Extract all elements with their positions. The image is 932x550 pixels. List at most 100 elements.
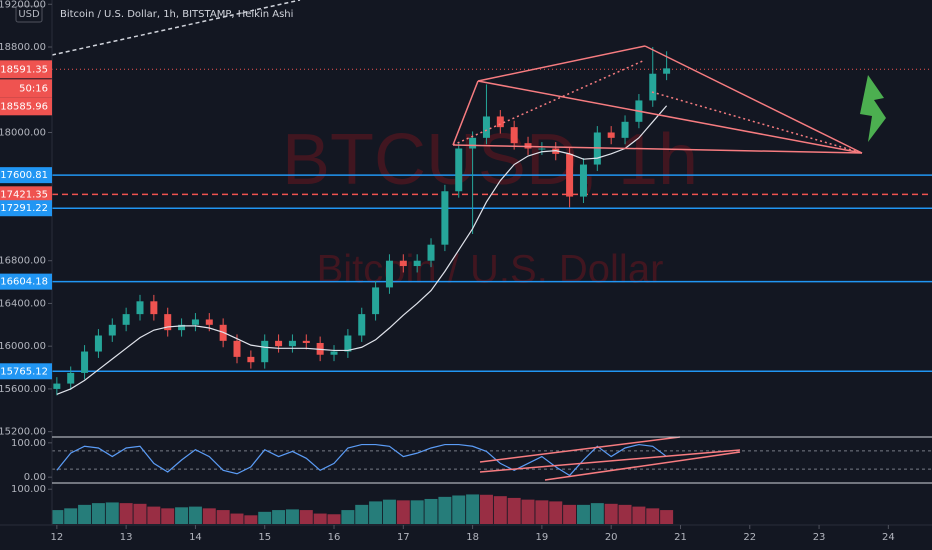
osc-bar <box>272 510 286 524</box>
x-tick-label: 12 <box>50 532 63 543</box>
osc-bar <box>355 504 369 524</box>
osc-bar <box>78 504 92 524</box>
osc-bar <box>285 509 299 524</box>
y-tick-label: 100.00 <box>11 438 46 449</box>
osc-bar <box>341 510 355 524</box>
osc-bar <box>50 510 64 524</box>
pattern-leg <box>644 45 863 154</box>
watermark: BTCUSD, 1h <box>282 120 698 200</box>
plot <box>50 47 932 524</box>
x-tick-label: 23 <box>813 532 826 543</box>
osc-bar <box>91 503 105 524</box>
candle-body <box>302 340 310 343</box>
osc-bar <box>188 506 202 524</box>
candle-body <box>385 260 393 288</box>
osc-bar <box>175 507 189 524</box>
y-tick-label: 16800.00 <box>0 256 46 267</box>
drawings <box>51 0 886 481</box>
price-badge-label: 18585.96 <box>0 101 48 112</box>
candle-body <box>482 116 490 138</box>
candle-body <box>510 127 518 144</box>
candle-body <box>247 356 255 363</box>
x-tick-label: 20 <box>605 532 618 543</box>
candle-body <box>469 137 477 149</box>
price-badge-label: 17421.35 <box>0 189 48 200</box>
osc-bar <box>119 503 133 524</box>
candle-body <box>649 73 657 101</box>
osc-bar <box>452 495 466 524</box>
osc-bar <box>258 511 272 524</box>
osc-bar <box>105 502 119 524</box>
osc-bar <box>493 496 507 524</box>
osc-bar <box>479 494 493 524</box>
candle-body <box>538 148 546 150</box>
osc-bar <box>424 498 438 524</box>
osc-bar <box>313 513 327 524</box>
candle-body <box>53 383 61 389</box>
osc-bar <box>410 500 424 524</box>
pattern-dotted <box>651 91 863 154</box>
channel-line <box>479 436 681 463</box>
candle-body <box>427 244 435 261</box>
osc-bar <box>521 499 535 524</box>
y-tick-label: 15600.00 <box>0 384 46 395</box>
candle-body <box>150 301 158 315</box>
pattern-leg <box>477 45 646 82</box>
candle-body <box>330 351 338 355</box>
osc-bar <box>466 494 480 524</box>
osc-bar <box>230 513 244 524</box>
moving-average <box>56 105 668 395</box>
x-tick-label: 22 <box>743 532 756 543</box>
price-badge <box>0 273 52 290</box>
y-tick-label: 100.00 <box>11 484 46 495</box>
candle-body <box>399 260 407 267</box>
x-tick-label: 14 <box>189 532 202 543</box>
price-badge <box>0 363 52 380</box>
candle-body <box>94 335 102 352</box>
osc-bar <box>244 515 258 524</box>
price-badge <box>0 97 52 116</box>
price-badge <box>0 79 52 98</box>
y-tick-label: 16000.00 <box>0 341 46 352</box>
price-badge-label: 15765.12 <box>0 366 48 377</box>
x-tick-label: 17 <box>397 532 410 543</box>
y-tick-label: 18000.00 <box>0 127 46 138</box>
pattern-leg <box>477 80 863 154</box>
y-tick-label: 19200.00 <box>0 0 46 10</box>
price-badge-label: 50:16 <box>19 83 48 94</box>
currency-box <box>15 5 43 23</box>
candle-body <box>621 121 629 138</box>
y-tick-label: 16400.00 <box>0 298 46 309</box>
candle-body <box>191 319 199 325</box>
candle-body <box>164 314 172 331</box>
candle-body <box>579 164 587 197</box>
osc-bar <box>202 508 216 524</box>
candle-body <box>275 340 283 347</box>
watermark-sub: Bitcoin / U.S. Dollar <box>317 248 664 292</box>
candle-body <box>122 314 130 325</box>
pattern-leg <box>452 144 863 154</box>
lightning-icon <box>860 75 886 142</box>
osc-bar <box>646 508 660 524</box>
osc-bar <box>632 506 646 524</box>
pattern-leg <box>452 80 479 146</box>
osc-bar <box>563 504 577 524</box>
candle-body <box>178 324 186 331</box>
osc-bar <box>161 508 175 524</box>
candle-body <box>205 319 213 325</box>
candle-body <box>455 148 463 192</box>
price-badge-label: 16604.18 <box>0 277 48 288</box>
osc-bar <box>327 514 341 524</box>
x-tick-label: 24 <box>882 532 895 543</box>
currency: USD <box>18 9 40 20</box>
candle-body <box>233 340 241 357</box>
price-badge <box>0 186 52 203</box>
osc-bar <box>299 510 313 524</box>
x-tick-label: 18 <box>466 532 479 543</box>
osc-bar <box>618 504 632 524</box>
price-badge-label: 17291.22 <box>0 203 48 214</box>
osc-bar <box>590 503 604 524</box>
